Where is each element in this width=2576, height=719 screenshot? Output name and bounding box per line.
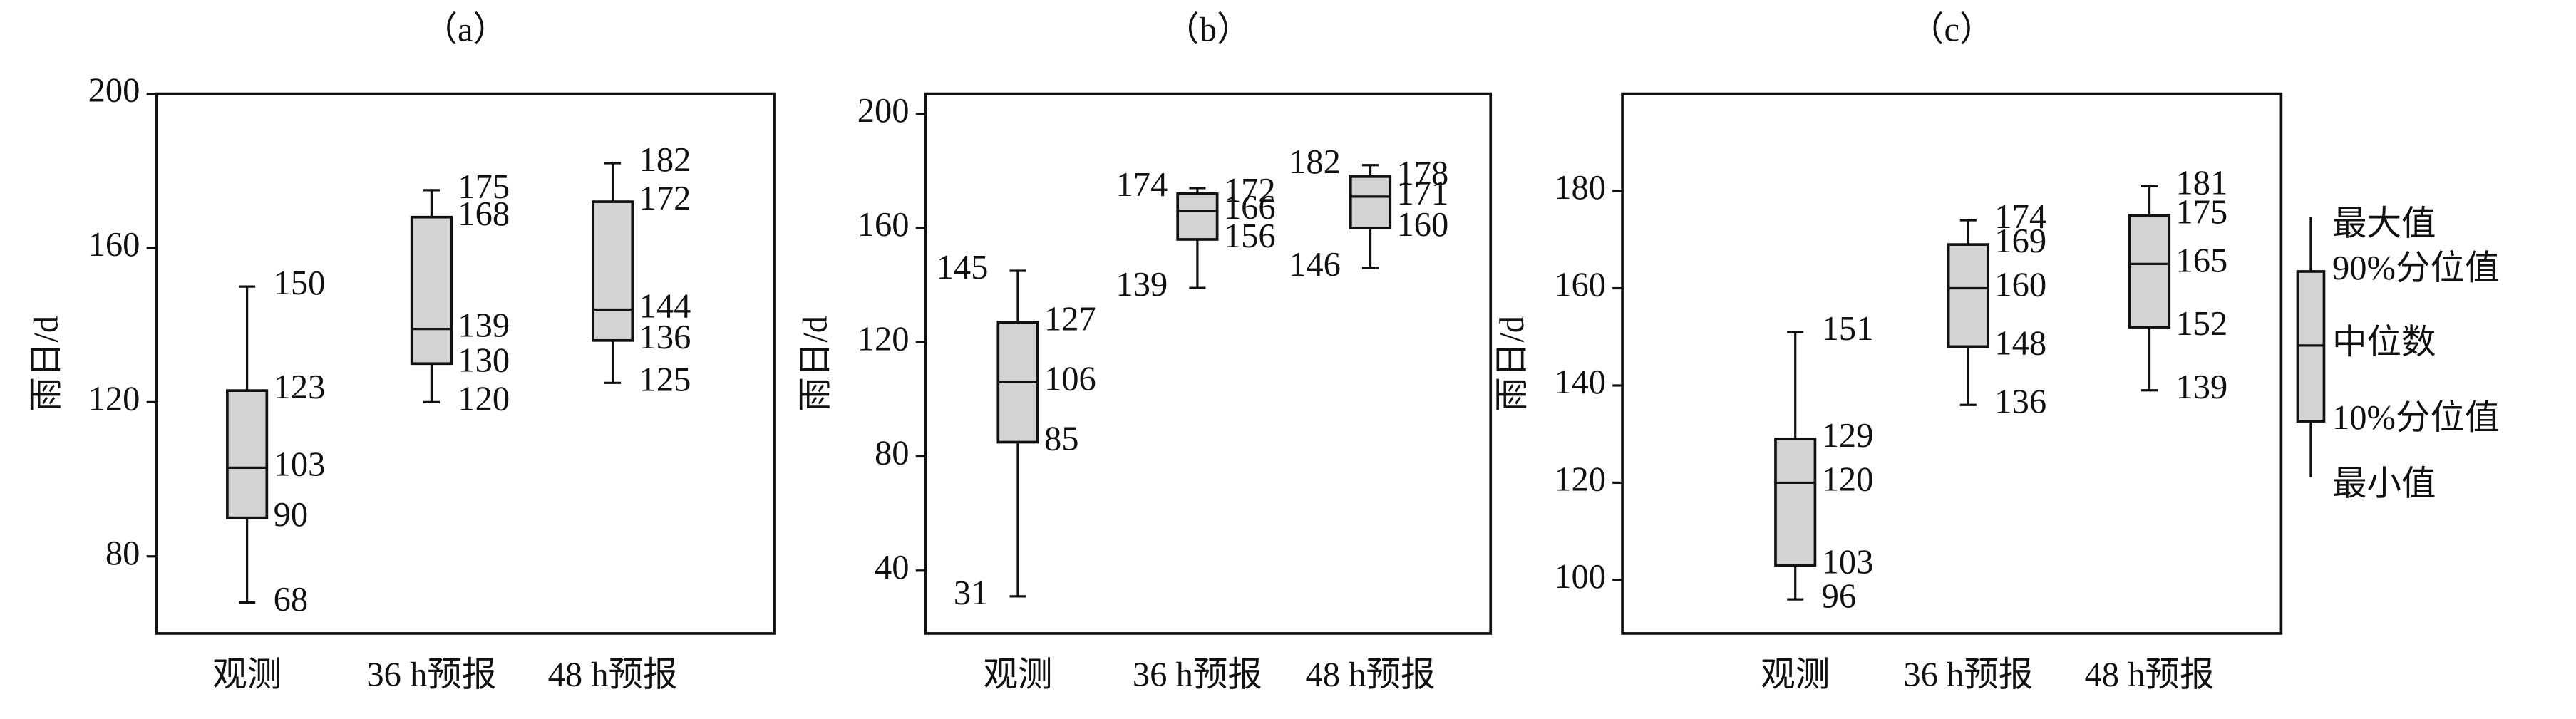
value-label: 136 bbox=[1994, 383, 2046, 420]
y-tick-label: 200 bbox=[88, 72, 140, 110]
legend-label: 中位数 bbox=[2332, 324, 2436, 361]
value-label: 152 bbox=[2175, 305, 2227, 343]
box bbox=[592, 200, 634, 342]
x-tick-label: 36 h预报 bbox=[1903, 656, 2033, 693]
value-label: 96 bbox=[1822, 577, 1857, 615]
y-tick-label: 120 bbox=[857, 320, 910, 358]
value-label: 168 bbox=[458, 195, 510, 233]
chart-title: （b） bbox=[1165, 11, 1251, 48]
value-label: 150 bbox=[274, 264, 326, 302]
value-label: 171 bbox=[1397, 175, 1449, 212]
y-tick-label: 160 bbox=[857, 206, 910, 244]
value-label: 136 bbox=[639, 319, 691, 356]
y-tick-label: 160 bbox=[88, 226, 140, 264]
x-tick-label: 36 h预报 bbox=[1133, 656, 1262, 693]
value-label: 31 bbox=[954, 574, 989, 612]
y-axis-label: 雨日/d bbox=[27, 316, 65, 412]
plot-frame bbox=[1621, 92, 2283, 635]
x-tick-label: 观测 bbox=[1761, 656, 1830, 693]
value-label: 156 bbox=[1224, 217, 1276, 255]
legend-label: 最小值 bbox=[2332, 465, 2436, 503]
value-label: 160 bbox=[1397, 206, 1449, 244]
value-label: 68 bbox=[274, 581, 309, 619]
value-label: 174 bbox=[1116, 166, 1168, 204]
box bbox=[226, 389, 269, 519]
value-label: 139 bbox=[458, 307, 510, 345]
value-label: 106 bbox=[1044, 360, 1096, 398]
x-tick-label: 观测 bbox=[984, 656, 1053, 693]
value-label: 165 bbox=[2175, 242, 2227, 280]
value-label: 146 bbox=[1289, 246, 1341, 284]
value-label: 125 bbox=[639, 361, 691, 398]
value-label: 172 bbox=[1224, 172, 1276, 210]
x-tick-label: 48 h预报 bbox=[2085, 656, 2215, 693]
box bbox=[1349, 175, 1392, 229]
value-label: 160 bbox=[1994, 267, 2046, 304]
value-label: 166 bbox=[1224, 189, 1276, 227]
box bbox=[2128, 214, 2171, 329]
y-tick-label: 40 bbox=[875, 549, 910, 586]
value-label: 129 bbox=[1822, 417, 1874, 455]
value-label: 144 bbox=[639, 288, 691, 326]
value-label: 90 bbox=[274, 496, 309, 534]
value-label: 120 bbox=[458, 381, 510, 418]
legend-label: 最大值 bbox=[2332, 205, 2436, 243]
box bbox=[1176, 192, 1219, 241]
value-label: 130 bbox=[458, 341, 510, 379]
value-label: 145 bbox=[937, 249, 989, 286]
value-label: 175 bbox=[2175, 193, 2227, 231]
value-label: 181 bbox=[2175, 164, 2227, 202]
y-axis-label: 雨日/d bbox=[797, 316, 835, 412]
legend-label: 90%分位值 bbox=[2332, 249, 2499, 287]
chart-title: （c） bbox=[1910, 11, 1994, 48]
value-label: 139 bbox=[1116, 266, 1168, 304]
chart-title: （a） bbox=[423, 11, 508, 48]
plot-frame bbox=[924, 92, 1493, 635]
legend-label: 10%分位值 bbox=[2332, 399, 2499, 437]
y-tick-label: 120 bbox=[88, 381, 140, 418]
y-tick-label: 120 bbox=[1554, 461, 1606, 499]
y-tick-label: 200 bbox=[857, 92, 910, 130]
value-label: 103 bbox=[1822, 544, 1874, 581]
x-tick-label: 观测 bbox=[212, 656, 282, 693]
plot-frame bbox=[155, 92, 776, 635]
y-tick-label: 80 bbox=[875, 435, 910, 472]
value-label: 182 bbox=[1289, 143, 1341, 181]
x-tick-label: 48 h预报 bbox=[1306, 656, 1436, 693]
x-tick-label: 48 h预报 bbox=[548, 656, 678, 693]
value-label: 120 bbox=[1822, 461, 1874, 499]
value-label: 148 bbox=[1994, 325, 2046, 363]
value-label: 169 bbox=[1994, 222, 2046, 260]
y-tick-label: 140 bbox=[1554, 363, 1606, 401]
value-label: 139 bbox=[2175, 368, 2227, 406]
box bbox=[1774, 438, 1817, 567]
value-label: 178 bbox=[1397, 155, 1449, 192]
y-axis-label: 雨日/d bbox=[1493, 316, 1531, 412]
value-label: 151 bbox=[1822, 310, 1874, 348]
value-label: 175 bbox=[458, 168, 510, 206]
y-tick-label: 160 bbox=[1554, 267, 1606, 304]
box bbox=[1947, 243, 1989, 348]
x-tick-label: 36 h预报 bbox=[366, 656, 496, 693]
value-label: 123 bbox=[274, 368, 326, 406]
y-tick-label: 80 bbox=[105, 534, 140, 572]
value-label: 174 bbox=[1994, 198, 2046, 236]
value-label: 172 bbox=[639, 180, 691, 217]
y-tick-label: 180 bbox=[1554, 169, 1606, 207]
y-tick-label: 100 bbox=[1554, 558, 1606, 596]
value-label: 127 bbox=[1044, 300, 1096, 338]
value-label: 182 bbox=[639, 141, 691, 179]
value-label: 103 bbox=[274, 445, 326, 483]
box bbox=[410, 215, 453, 366]
value-label: 85 bbox=[1044, 420, 1079, 458]
